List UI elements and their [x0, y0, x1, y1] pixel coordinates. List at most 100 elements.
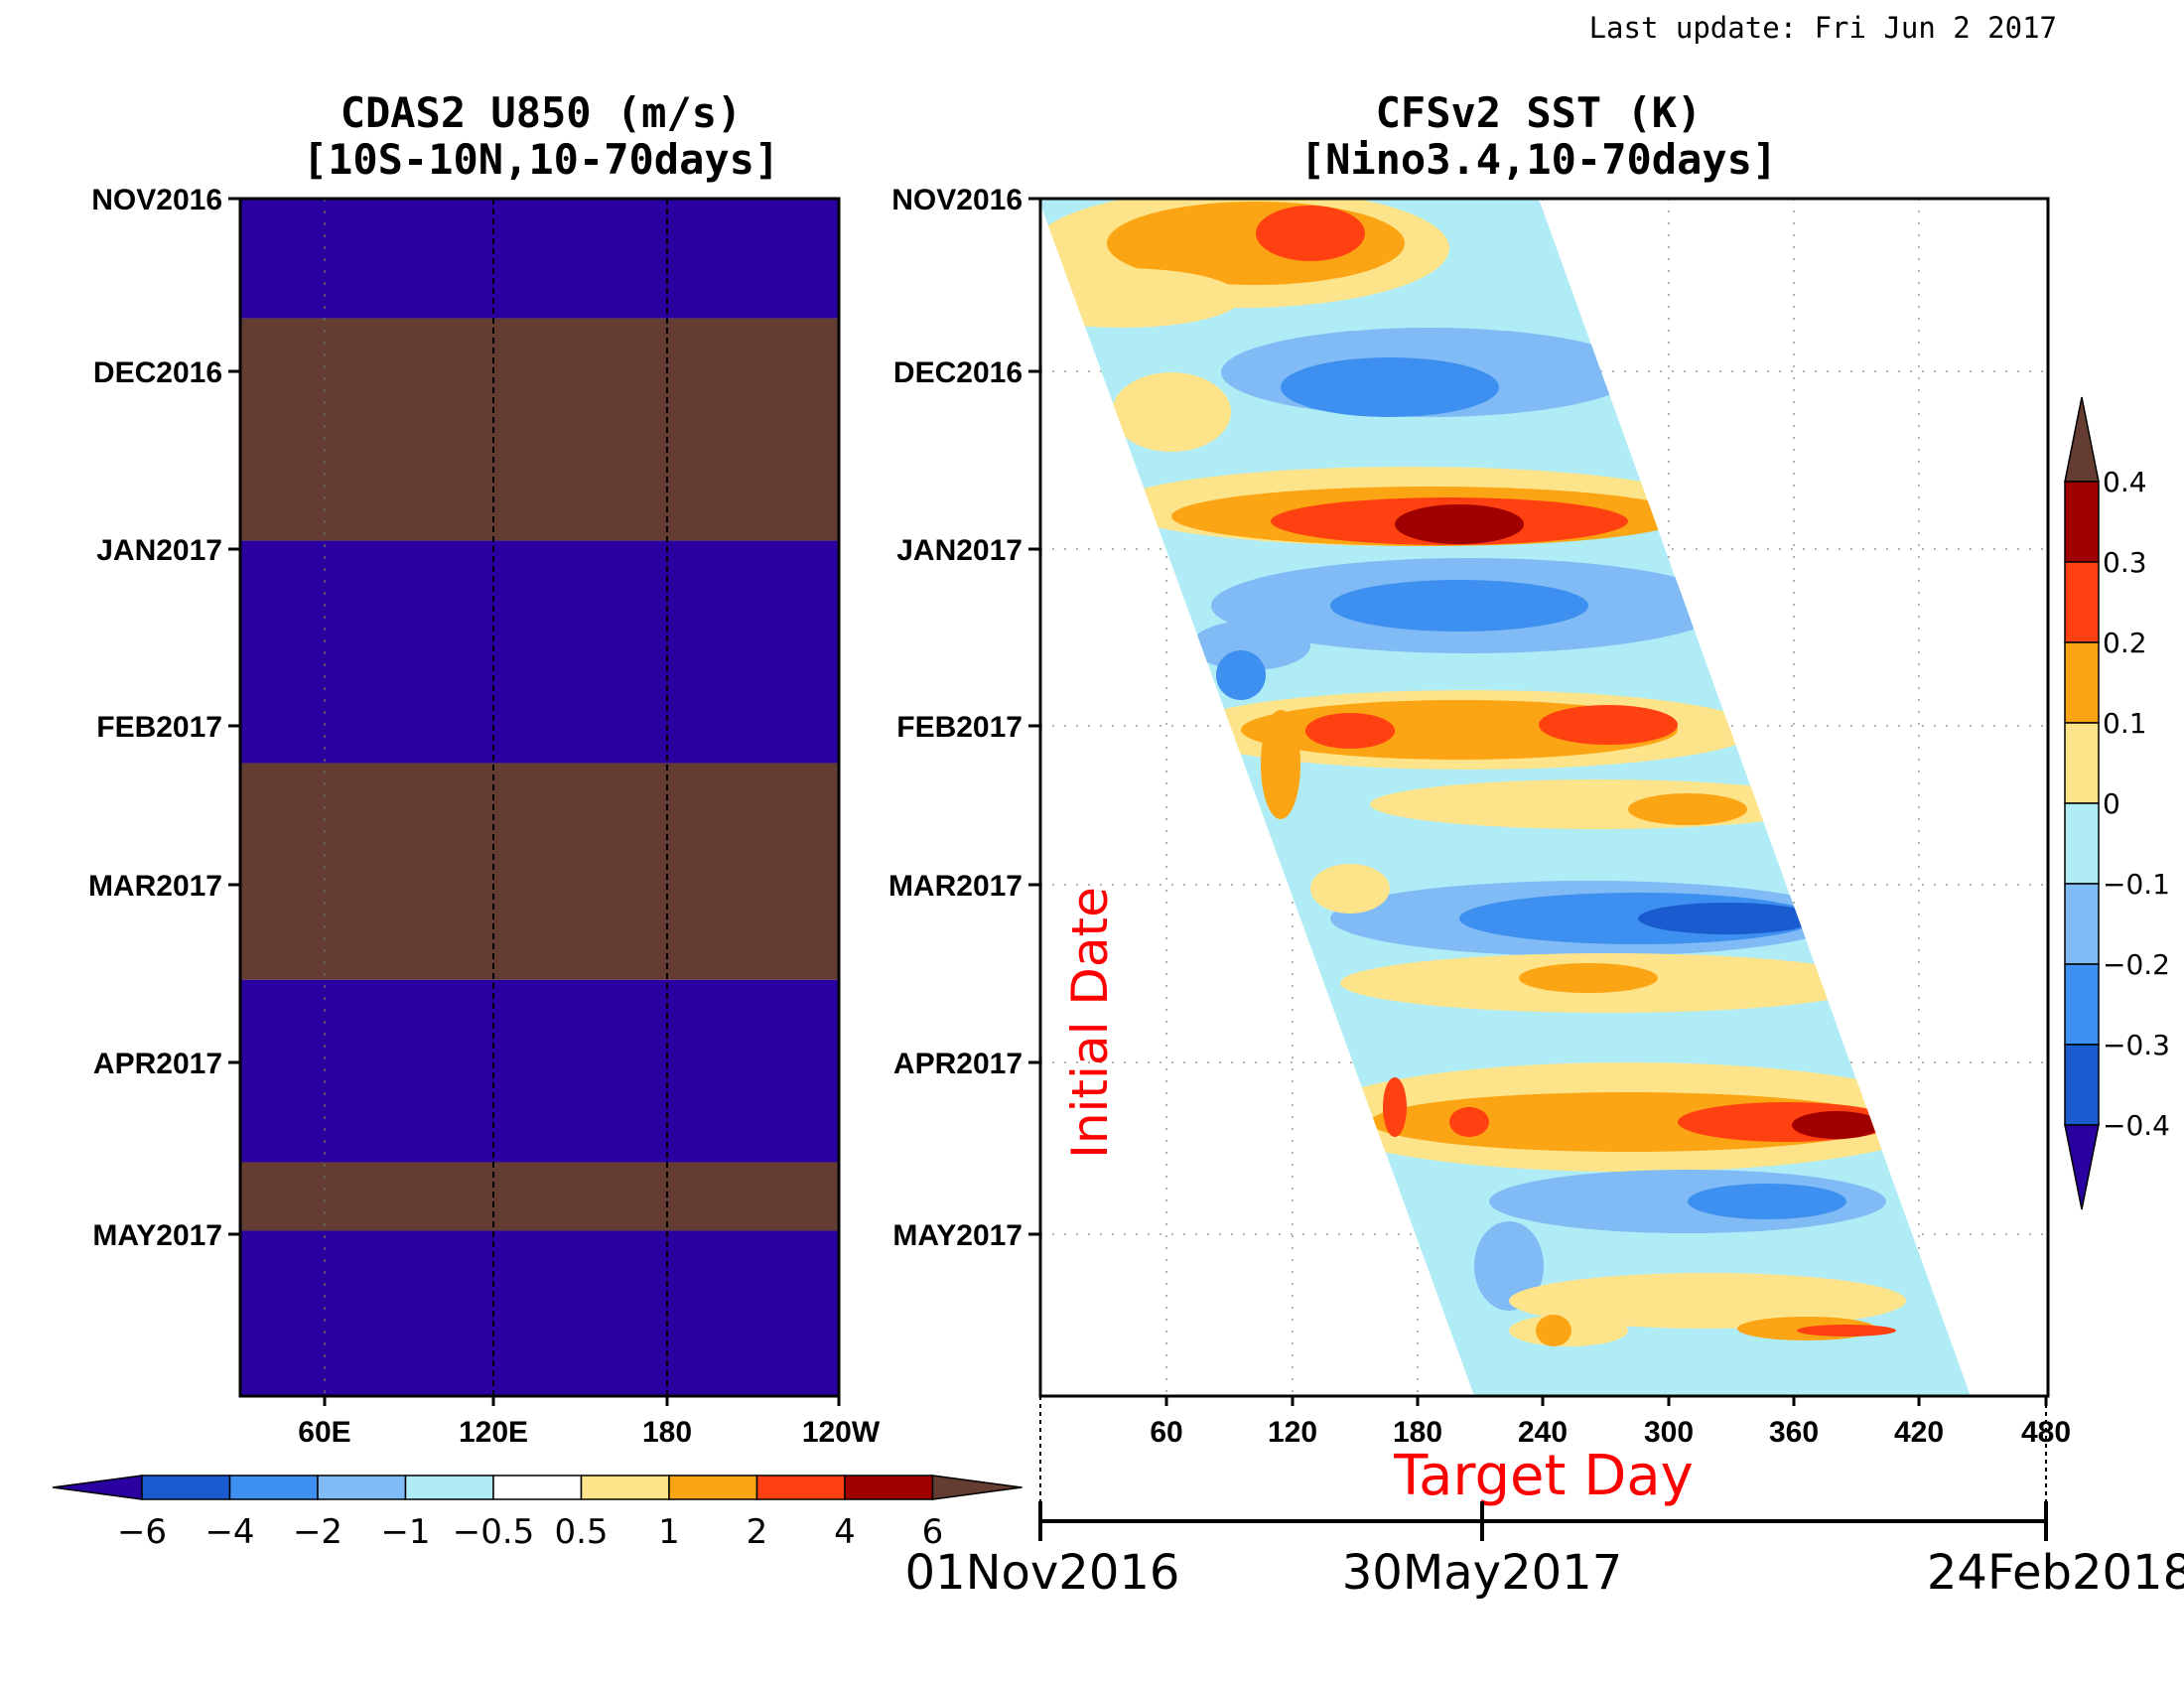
right-ytick-label: DEC2016 — [893, 356, 1023, 389]
sst-contour-10 — [1395, 504, 1524, 544]
sst-contour-18 — [1539, 705, 1678, 745]
right-ytick-label: APR2017 — [893, 1048, 1023, 1080]
right-cb-swatch-5 — [2064, 802, 2100, 885]
sst-contour-14 — [1216, 650, 1266, 700]
right-cb-swatch-3 — [2064, 641, 2100, 724]
u850-band-1 — [240, 318, 839, 541]
right-cb-label: 0.1 — [2103, 707, 2147, 740]
sst-contour-27 — [1519, 963, 1658, 993]
left-cb-label: −6 — [117, 1512, 167, 1552]
right-xtick-label: 180 — [1393, 1416, 1442, 1449]
sst-contour-33 — [1383, 1077, 1407, 1137]
u850-band-2 — [240, 540, 839, 764]
right-xtick-label: 240 — [1518, 1416, 1568, 1449]
left-cb-swatch-3 — [317, 1475, 407, 1500]
left-cb-label: −0.5 — [453, 1512, 535, 1552]
right-cb-swatch-8 — [2064, 1044, 2100, 1126]
right-cb-swatch-4 — [2064, 722, 2100, 804]
left-cb-label: −4 — [205, 1512, 254, 1552]
sst-contour-24 — [1638, 903, 1817, 934]
left-cb-swatch-5 — [492, 1475, 583, 1500]
right-subtitle: [Nino3.4,10-70days] — [1300, 135, 1777, 184]
right-xtick-label: 300 — [1644, 1416, 1694, 1449]
left-ytick-label: MAY2017 — [92, 1219, 222, 1252]
right-cb-min-arrow — [2064, 1124, 2100, 1210]
left-cb-swatch-7 — [668, 1475, 758, 1500]
left-ytick-label: NOV2016 — [91, 184, 222, 216]
right-cb-label: 0.2 — [2103, 627, 2147, 659]
right-xtick-label: 60 — [1150, 1416, 1182, 1449]
sst-contour-19 — [1261, 710, 1300, 819]
sst-contour-12 — [1330, 580, 1588, 632]
right-colorbar: 0.4 0.3 0.2 0.1 0 −0.1 −0.2 −0.3 −0.4 — [2064, 396, 2170, 1210]
left-plot-frame — [238, 197, 841, 1398]
right-cb-label: 0 — [2103, 787, 2120, 820]
sst-contour-6 — [1112, 372, 1231, 452]
sst-contour-36 — [1474, 1221, 1544, 1311]
left-cb-swatch-9 — [844, 1475, 934, 1500]
right-cb-swatch-1 — [2064, 481, 2100, 563]
left-cb-label: 4 — [834, 1512, 856, 1552]
right-cb-label: −0.4 — [2103, 1109, 2170, 1142]
date-label-end: 24Feb2018 — [1927, 1545, 2184, 1601]
sst-contour-35 — [1688, 1184, 1846, 1219]
right-heatmap-panel: NOV2016 DEC2016 JAN2017 FEB2017 MAR2017 APR20… — [888, 184, 2184, 1601]
left-ytick-label: JAN2017 — [96, 534, 222, 567]
left-cb-label: 2 — [747, 1512, 768, 1552]
initial-date-label: Initial Date — [1061, 887, 1119, 1159]
left-xtick-label: 120E — [459, 1416, 528, 1449]
sst-contour-41 — [1536, 1315, 1571, 1346]
right-cb-max-arrow — [2064, 396, 2100, 483]
right-title: CFSv2 SST (K) — [1376, 88, 1703, 137]
sst-contour-13 — [1191, 621, 1310, 670]
sst-contour-32 — [1449, 1107, 1489, 1137]
right-ytick-label: FEB2017 — [896, 711, 1023, 744]
u850-band-0 — [240, 199, 839, 319]
left-cb-label: 1 — [658, 1512, 680, 1552]
right-cb-label: 0.3 — [2103, 546, 2147, 579]
left-title: CDAS2 U850 (m/s) — [341, 88, 743, 137]
right-cb-swatch-6 — [2064, 883, 2100, 965]
sst-contour-3 — [1038, 268, 1241, 328]
right-xtick-label: 120 — [1268, 1416, 1317, 1449]
left-heatmap-panel: NOV2016 DEC2016 JAN2017 FEB2017 MAR2017 APR20… — [88, 184, 881, 1449]
sst-contour-31 — [1792, 1111, 1881, 1139]
left-cb-max-arrow — [931, 1475, 1023, 1500]
right-xtick-label: 420 — [1894, 1416, 1944, 1449]
left-cb-label: 0.5 — [554, 1512, 608, 1552]
left-cb-label: −2 — [293, 1512, 342, 1552]
right-ytick-label: MAR2017 — [888, 870, 1023, 903]
left-ytick-label: APR2017 — [93, 1048, 222, 1080]
right-cb-label: −0.1 — [2103, 868, 2170, 901]
right-cb-label: −0.3 — [2103, 1029, 2170, 1061]
left-cb-min-arrow — [52, 1475, 143, 1500]
left-cb-swatch-4 — [404, 1475, 494, 1500]
right-cb-label: 0.4 — [2103, 466, 2147, 498]
right-ytick-label: MAY2017 — [892, 1219, 1023, 1252]
u850-band-5 — [240, 1162, 839, 1231]
left-subtitle: [10S-10N,10-70days] — [303, 135, 779, 184]
right-ytick-label: JAN2017 — [896, 534, 1023, 567]
target-day-label: Target Day — [1393, 1444, 1694, 1508]
last-update: Last update: Fri Jun 2 2017 — [1589, 11, 2057, 45]
date-label-start: 01Nov2016 — [905, 1545, 1180, 1601]
left-ytick-label: DEC2016 — [93, 356, 222, 389]
left-xtick-label: 120W — [802, 1416, 881, 1449]
left-cb-swatch-1 — [141, 1475, 231, 1500]
left-colorbar: −6 −4 −2 −1 −0.5 0.5 1 2 4 6 — [52, 1475, 1023, 1552]
left-cb-swatch-2 — [228, 1475, 319, 1500]
u850-band-3 — [240, 763, 839, 980]
sst-contour-37 — [1509, 1273, 1906, 1329]
sst-contour-39 — [1797, 1325, 1896, 1336]
sst-contour-17 — [1305, 713, 1395, 749]
left-cb-label: −1 — [380, 1512, 430, 1552]
sst-contour-21 — [1628, 793, 1747, 825]
date-label-middle: 30May2017 — [1342, 1545, 1622, 1601]
left-xtick-label: 180 — [642, 1416, 692, 1449]
left-ytick-label: FEB2017 — [96, 711, 222, 744]
right-xtick-label: 360 — [1769, 1416, 1819, 1449]
u850-band-6 — [240, 1230, 839, 1396]
sst-contour-5 — [1281, 357, 1499, 417]
right-cb-swatch-2 — [2064, 561, 2100, 643]
